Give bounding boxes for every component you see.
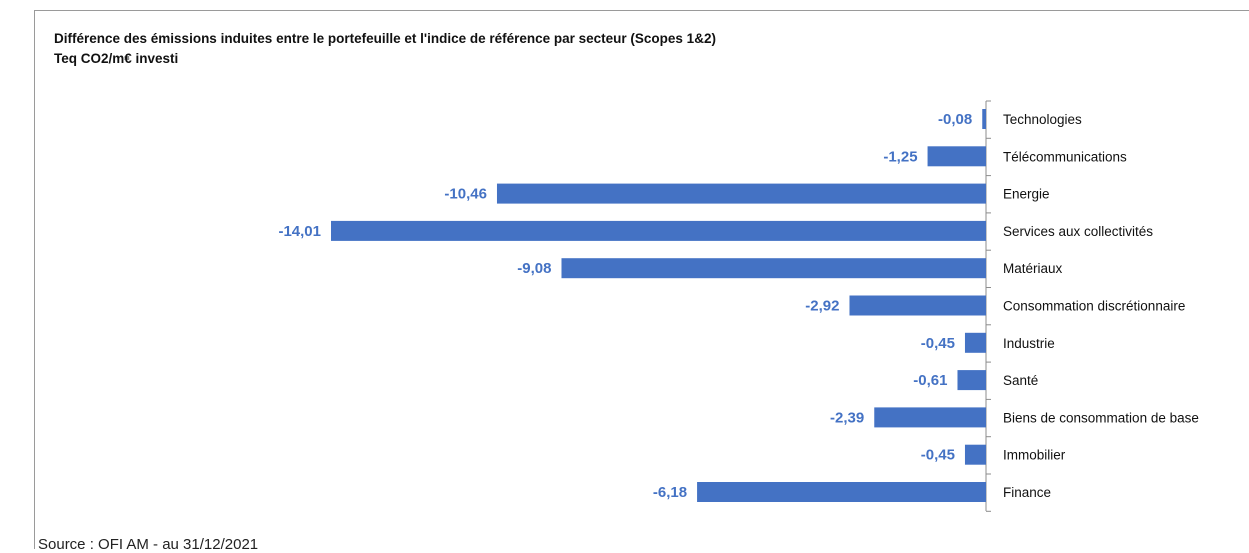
data-label: -0,08	[938, 111, 972, 128]
data-label: -6,18	[653, 484, 687, 501]
bar	[331, 221, 986, 241]
data-label: -0,45	[921, 447, 955, 464]
category-label: Matériaux	[1003, 261, 1063, 276]
data-label: -0,45	[921, 335, 955, 352]
data-label: -1,25	[883, 148, 917, 165]
bar	[982, 109, 986, 129]
category-label: Finance	[1003, 485, 1051, 500]
category-label: Industrie	[1003, 336, 1055, 351]
category-label: Consommation discrétionnaire	[1003, 299, 1185, 314]
source-note: Source : OFI AM - au 31/12/2021	[38, 536, 258, 553]
bar	[965, 445, 986, 465]
bar	[561, 258, 986, 278]
category-label: Santé	[1003, 373, 1038, 388]
data-label: -0,61	[913, 372, 947, 389]
data-label: -10,46	[444, 186, 487, 203]
data-label: -14,01	[278, 223, 321, 240]
category-label: Services aux collectivités	[1003, 224, 1153, 239]
bar	[874, 407, 986, 427]
data-label: -9,08	[517, 260, 551, 277]
category-label: Biens de consommation de base	[1003, 410, 1199, 425]
bar	[697, 482, 986, 502]
data-label: -2,39	[830, 409, 864, 426]
bar	[957, 370, 986, 390]
category-label: Technologies	[1003, 112, 1082, 127]
bar	[849, 296, 986, 316]
bar	[497, 184, 986, 204]
bar	[965, 333, 986, 353]
data-label: -2,92	[805, 298, 839, 315]
bar	[928, 146, 986, 166]
category-label: Télécommunications	[1003, 149, 1127, 164]
category-label: Immobilier	[1003, 448, 1066, 463]
category-label: Energie	[1003, 187, 1050, 202]
